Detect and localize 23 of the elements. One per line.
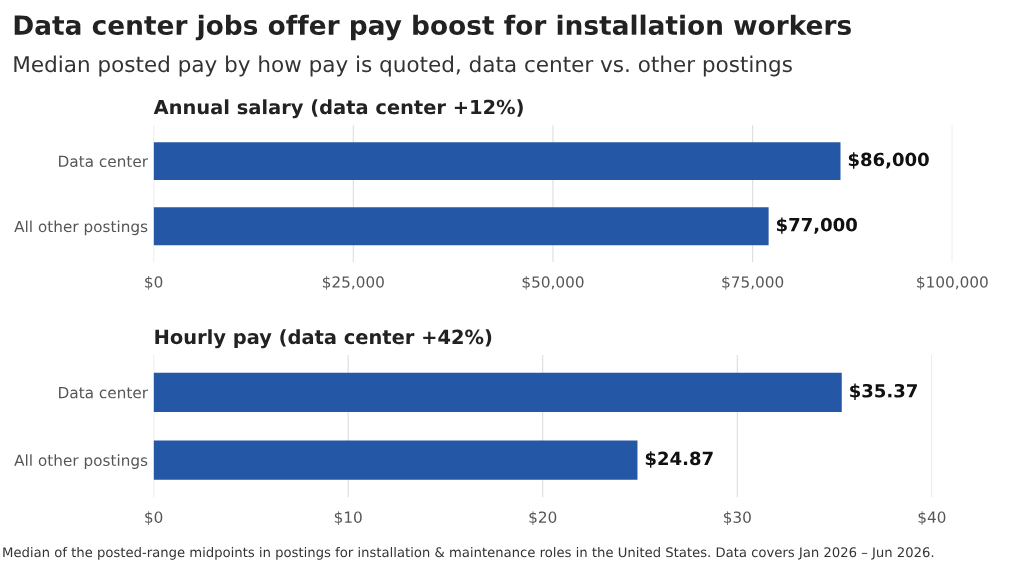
x-tick-label: $10 (334, 511, 362, 525)
data-label: $35.37 (850, 383, 917, 400)
x-tick-label: $25,000 (322, 275, 384, 290)
y-tick-label: All other postings (14, 220, 148, 236)
x-tick-label: $30 (723, 511, 751, 525)
x-tick-label: $0 (145, 275, 163, 290)
text: Median of the posted-range midpoints in postings for installation & maintenance roles in the United States. Data covers Jan 2026 – Jun 2026. (3, 546, 934, 560)
x-tick-label: $75,000 (722, 275, 784, 290)
x-tick-label: $50,000 (522, 275, 584, 290)
y-tick-label: Data center (59, 155, 149, 168)
x-tick-label: $0 (145, 511, 163, 525)
x-tick-label: $20 (529, 511, 557, 525)
data-label: $24.87 (645, 451, 713, 468)
data-label: $77,000 (776, 217, 857, 234)
y-tick-label: All other postings (14, 454, 148, 469)
x-tick-label: $40 (918, 511, 946, 525)
y-tick-label: Data center (59, 386, 149, 399)
text: Median posted pay by how pay is quoted, data center vs. other postings (14, 55, 792, 77)
chart-title: Hourly pay (data center +42%) (155, 329, 492, 349)
data-label: $86,000 (848, 152, 929, 169)
chart-title: Annual salary (data center +12%) (153, 99, 523, 119)
text: Data center jobs offer pay boost for installation workers (14, 14, 851, 41)
x-tick-label: $100,000 (917, 275, 988, 290)
